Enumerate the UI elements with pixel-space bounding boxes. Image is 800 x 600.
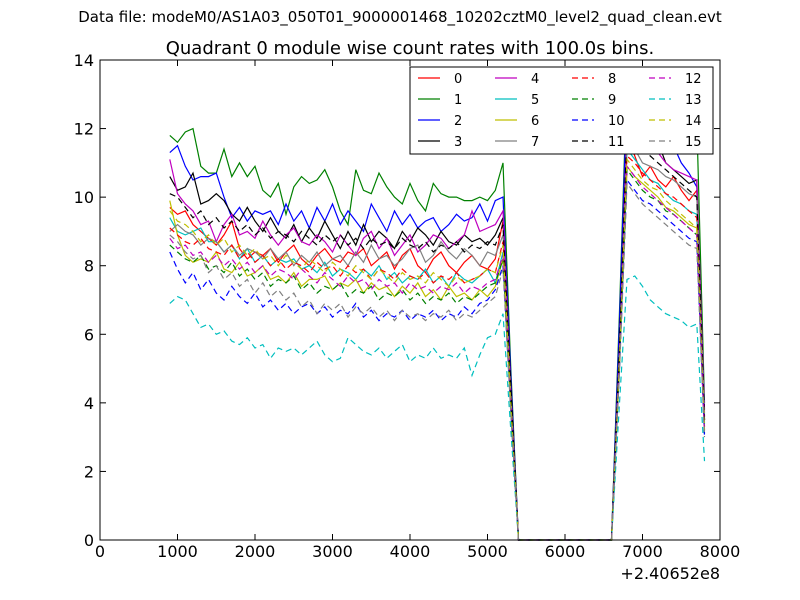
legend-label-7: 7 bbox=[531, 135, 539, 150]
chart-title: Quadrant 0 module wise count rates with … bbox=[166, 38, 655, 59]
series-line-15 bbox=[169, 181, 706, 541]
series-line-12 bbox=[169, 164, 706, 541]
legend-label-3: 3 bbox=[454, 135, 462, 150]
y-tick-label: 12 bbox=[74, 120, 94, 139]
x-tick-label: 0 bbox=[95, 542, 105, 561]
x-tick-label: 1000 bbox=[157, 542, 198, 561]
legend-label-15: 15 bbox=[685, 135, 702, 150]
series-line-14 bbox=[169, 157, 706, 541]
figure-suptitle: Data file: modeM0/AS1A03_050T01_90000014… bbox=[78, 8, 722, 26]
y-tick-label: 8 bbox=[84, 257, 94, 276]
legend-label-6: 6 bbox=[531, 114, 539, 129]
x-tick-label: 7000 bbox=[622, 542, 663, 561]
series-line-9 bbox=[169, 168, 706, 541]
y-tick-label: 4 bbox=[84, 394, 94, 413]
series-line-8 bbox=[169, 154, 706, 541]
legend-label-12: 12 bbox=[685, 72, 702, 87]
legend-label-2: 2 bbox=[454, 114, 462, 129]
y-tick-label: 0 bbox=[84, 531, 94, 550]
series-line-11 bbox=[169, 126, 706, 541]
legend-label-8: 8 bbox=[608, 72, 616, 87]
x-offset-label: +2.40652e8 bbox=[620, 564, 720, 583]
legend-label-4: 4 bbox=[531, 72, 539, 87]
series-line-6 bbox=[169, 164, 706, 541]
axes-layer: 0 1000 2000 3000 4000 5000 6000 7000 80000246810… bbox=[74, 51, 741, 561]
y-tick-label: 6 bbox=[84, 325, 94, 344]
legend-label-0: 0 bbox=[454, 72, 462, 87]
x-tick-label: 2000 bbox=[235, 542, 276, 561]
legend-label-10: 10 bbox=[608, 114, 625, 129]
legend-label-1: 1 bbox=[454, 93, 462, 108]
x-tick-label: 6000 bbox=[545, 542, 586, 561]
legend-box bbox=[409, 66, 714, 155]
y-tick-label: 2 bbox=[84, 462, 94, 481]
x-tick-label: 5000 bbox=[467, 542, 508, 561]
series-line-10 bbox=[169, 178, 706, 541]
legend-label-9: 9 bbox=[608, 93, 616, 108]
x-tick-label: 3000 bbox=[312, 542, 353, 561]
x-tick-label: 8000 bbox=[700, 542, 741, 561]
legend-label-14: 14 bbox=[685, 114, 702, 129]
legend-label-11: 11 bbox=[608, 135, 625, 150]
legend-label-5: 5 bbox=[531, 93, 539, 108]
x-tick-label: 4000 bbox=[390, 542, 431, 561]
legend-label-13: 13 bbox=[685, 93, 702, 108]
y-tick-label: 10 bbox=[74, 188, 94, 207]
y-tick-label: 14 bbox=[74, 51, 94, 70]
